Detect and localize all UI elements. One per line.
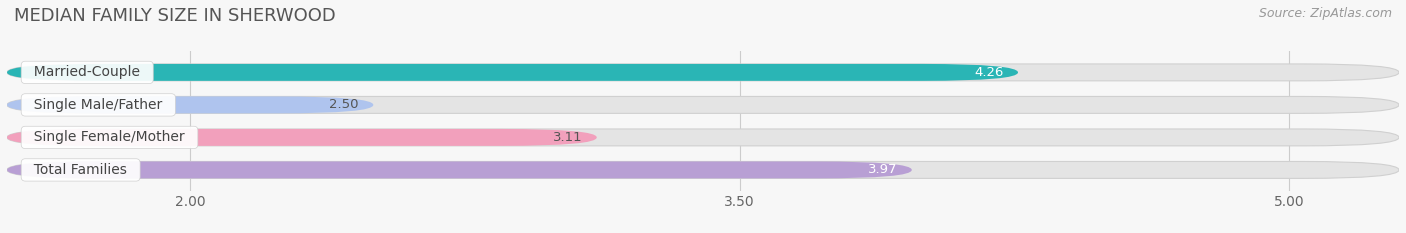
Text: Married-Couple: Married-Couple xyxy=(25,65,149,79)
FancyBboxPatch shape xyxy=(7,64,1399,81)
FancyBboxPatch shape xyxy=(7,161,1399,178)
Text: Total Families: Total Families xyxy=(25,163,136,177)
FancyBboxPatch shape xyxy=(7,64,1018,81)
FancyBboxPatch shape xyxy=(7,96,374,113)
FancyBboxPatch shape xyxy=(7,129,1399,146)
Text: 4.26: 4.26 xyxy=(974,66,1004,79)
FancyBboxPatch shape xyxy=(7,161,911,178)
FancyBboxPatch shape xyxy=(7,129,596,146)
FancyBboxPatch shape xyxy=(7,96,1399,113)
Text: 3.97: 3.97 xyxy=(868,163,897,176)
Text: Source: ZipAtlas.com: Source: ZipAtlas.com xyxy=(1258,7,1392,20)
Text: Single Female/Mother: Single Female/Mother xyxy=(25,130,194,144)
Text: 3.11: 3.11 xyxy=(553,131,582,144)
Text: 2.50: 2.50 xyxy=(329,98,359,111)
Text: MEDIAN FAMILY SIZE IN SHERWOOD: MEDIAN FAMILY SIZE IN SHERWOOD xyxy=(14,7,336,25)
Text: Single Male/Father: Single Male/Father xyxy=(25,98,172,112)
